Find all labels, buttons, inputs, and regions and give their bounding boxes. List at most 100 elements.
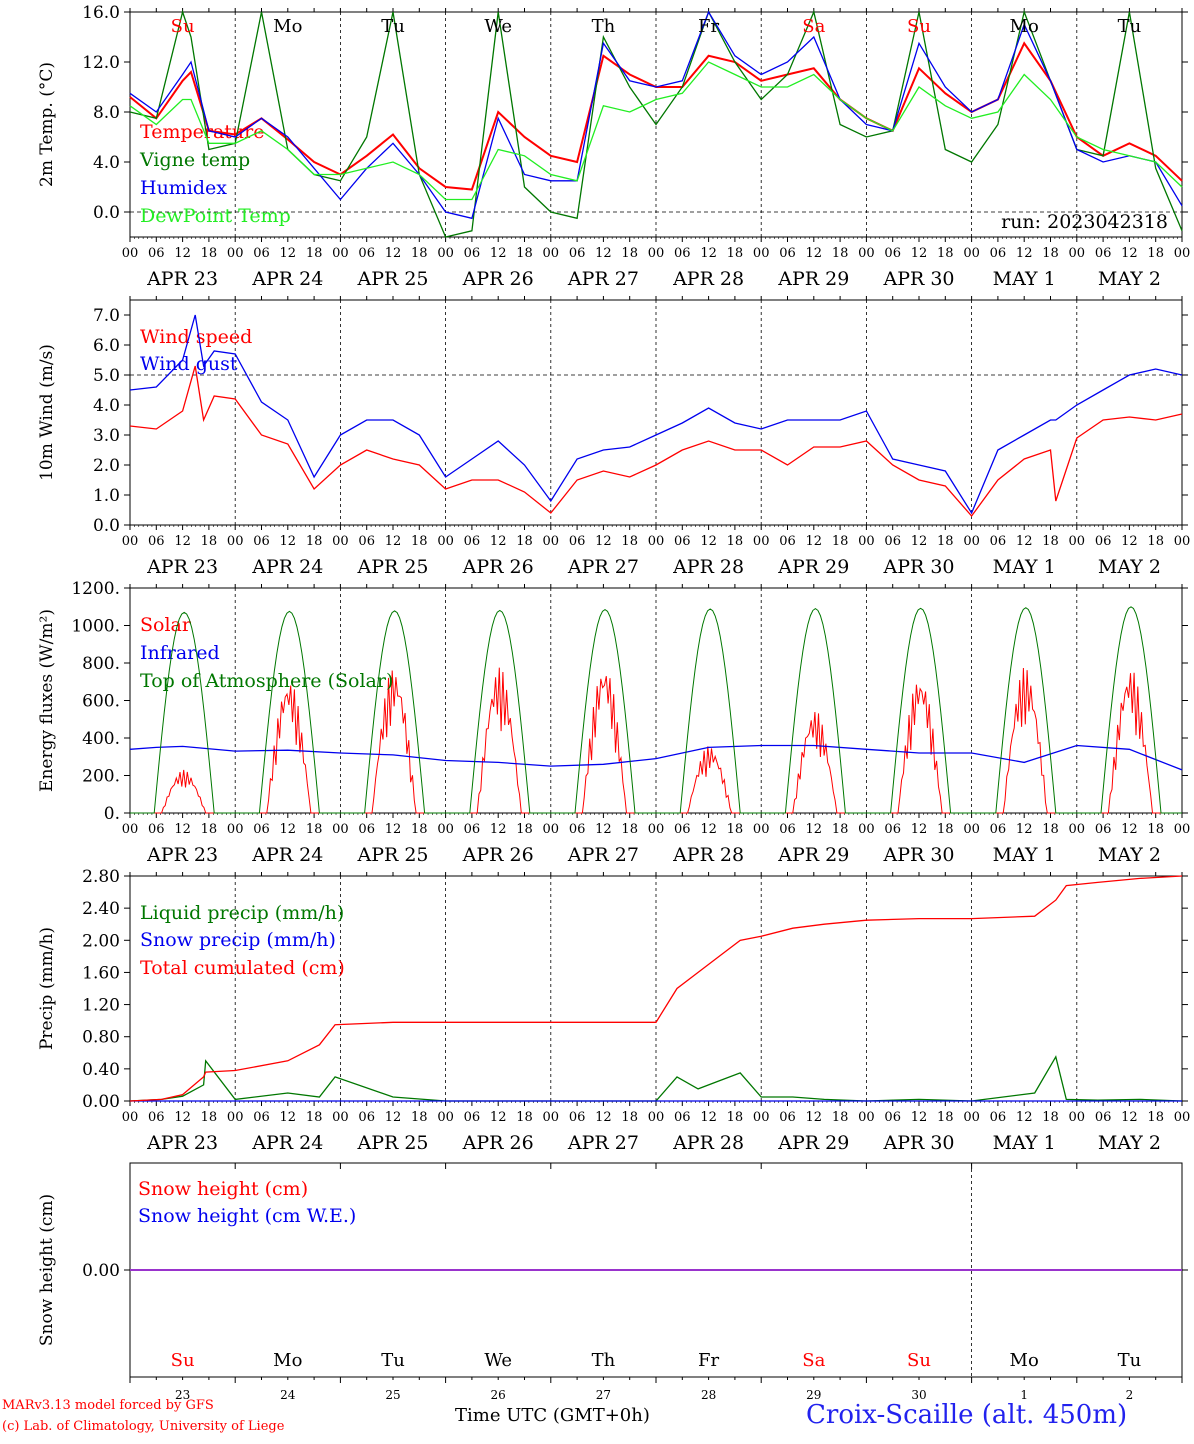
hour-tick-label: 00 [543, 1110, 560, 1125]
hour-tick-label: 12 [911, 1110, 928, 1125]
hour-tick-label: 18 [411, 246, 428, 261]
day-number-label: 24 [280, 1388, 296, 1402]
day-number-label: 30 [911, 1388, 926, 1402]
hour-tick-label: 12 [700, 534, 717, 549]
y-tick-label: 5.0 [93, 366, 120, 386]
hour-tick-label: 00 [858, 246, 875, 261]
hour-tick-label: 12 [806, 534, 823, 549]
date-label: APR 26 [462, 556, 534, 578]
series-wind-speed-line [129, 365, 1183, 518]
y-tick-label: 6.0 [93, 336, 120, 356]
hour-tick-label: 06 [464, 1110, 481, 1125]
hour-tick-label: 00 [227, 1110, 244, 1125]
hour-tick-label: 00 [1069, 822, 1086, 837]
hour-tick-label: 06 [148, 822, 165, 837]
legend-entry: Solar [140, 614, 192, 636]
hour-tick-label: 06 [990, 1110, 1007, 1125]
y-tick-label: 200. [82, 767, 120, 787]
legend-entry: Snow height (cm W.E.) [138, 1205, 356, 1227]
hour-tick-label: 18 [516, 1110, 533, 1125]
hour-tick-label: 12 [1121, 534, 1138, 549]
hour-tick-label: 06 [464, 822, 481, 837]
hour-tick-label: 00 [332, 1110, 349, 1125]
hour-tick-label: 18 [937, 534, 954, 549]
hour-tick-label: 06 [1095, 1110, 1112, 1125]
hour-tick-label: 12 [490, 1110, 507, 1125]
date-label: APR 27 [567, 1132, 639, 1154]
hour-tick-label: 00 [332, 822, 349, 837]
date-label: APR 24 [251, 844, 323, 866]
y-tick-label: 0.00 [82, 1092, 120, 1112]
hour-tick-label: 18 [306, 246, 323, 261]
hour-tick-label: 12 [1016, 246, 1033, 261]
hour-tick-label: 00 [963, 246, 980, 261]
hour-tick-label: 06 [884, 246, 901, 261]
hour-tick-label: 12 [806, 1110, 823, 1125]
hour-tick-label: 18 [411, 822, 428, 837]
hour-tick-label: 06 [674, 1110, 691, 1125]
y-tick-label: 800. [82, 654, 120, 674]
weekday-label: Tu [1118, 1350, 1142, 1371]
hour-tick-label: 18 [516, 534, 533, 549]
hour-tick-label: 00 [227, 822, 244, 837]
hour-tick-label: 00 [858, 534, 875, 549]
hour-tick-label: 12 [595, 1110, 612, 1125]
hour-tick-label: 06 [779, 246, 796, 261]
weekday-label: Fr [698, 1350, 719, 1371]
hour-tick-label: 06 [148, 534, 165, 549]
hour-tick-label: 12 [385, 534, 402, 549]
hour-tick-label: 18 [621, 246, 638, 261]
day-number-label: 23 [175, 1388, 190, 1402]
date-label: APR 29 [777, 844, 849, 866]
hour-tick-label: 12 [595, 822, 612, 837]
date-label: APR 30 [882, 844, 954, 866]
y-axis-label: 10m Wind (m/s) [37, 344, 57, 481]
hour-tick-label: 12 [1016, 534, 1033, 549]
y-tick-label: 0.40 [82, 1060, 120, 1080]
hour-tick-label: 12 [280, 822, 297, 837]
series-total-cumulated-cm-line [129, 875, 1183, 1102]
legend-entry: Top of Atmosphere (Solar) [140, 670, 393, 692]
hour-tick-label: 12 [700, 1110, 717, 1125]
date-label: APR 28 [672, 268, 744, 290]
date-label: MAY 1 [993, 1132, 1056, 1154]
hour-tick-label: 00 [753, 246, 770, 261]
y-tick-label: 2.0 [93, 456, 120, 476]
date-label: APR 27 [567, 556, 639, 578]
hour-tick-label: 06 [358, 1110, 375, 1125]
day-number-label: 2 [1126, 1388, 1134, 1402]
hour-tick-label: 00 [437, 1110, 454, 1125]
hour-tick-label: 06 [779, 822, 796, 837]
y-tick-label: 0.0 [93, 516, 120, 536]
hour-tick-label: 12 [1016, 1110, 1033, 1125]
hour-tick-label: 06 [253, 246, 270, 261]
hour-tick-label: 12 [1121, 1110, 1138, 1125]
date-label: APR 23 [146, 556, 218, 578]
hour-tick-label: 06 [779, 534, 796, 549]
day-number-label: 25 [385, 1388, 400, 1402]
copyright-credit: (c) Lab. of Climatology, University of L… [2, 1419, 285, 1434]
hour-tick-label: 00 [437, 534, 454, 549]
model-credit: MARv3.13 model forced by GFS [2, 1398, 214, 1413]
legend-entry: Snow height (cm) [138, 1178, 308, 1200]
y-tick-label: 600. [82, 692, 120, 712]
hour-tick-label: 18 [832, 1110, 849, 1125]
y-tick-label: 0.00 [82, 1261, 120, 1281]
hour-tick-label: 06 [358, 822, 375, 837]
top-weekday-label: We [484, 16, 512, 37]
hour-tick-label: 12 [1016, 822, 1033, 837]
hour-tick-label: 18 [1147, 246, 1164, 261]
date-label: APR 28 [672, 844, 744, 866]
hour-tick-label: 12 [385, 246, 402, 261]
day-number-label: 27 [596, 1388, 611, 1402]
hour-tick-label: 12 [806, 246, 823, 261]
hour-tick-label: 12 [911, 246, 928, 261]
hour-tick-label: 00 [753, 1110, 770, 1125]
hour-tick-label: 18 [306, 822, 323, 837]
series-dewpoint-temp-line [129, 61, 1183, 201]
hour-tick-label: 12 [174, 534, 191, 549]
date-label: APR 23 [146, 268, 218, 290]
hour-tick-label: 06 [674, 822, 691, 837]
